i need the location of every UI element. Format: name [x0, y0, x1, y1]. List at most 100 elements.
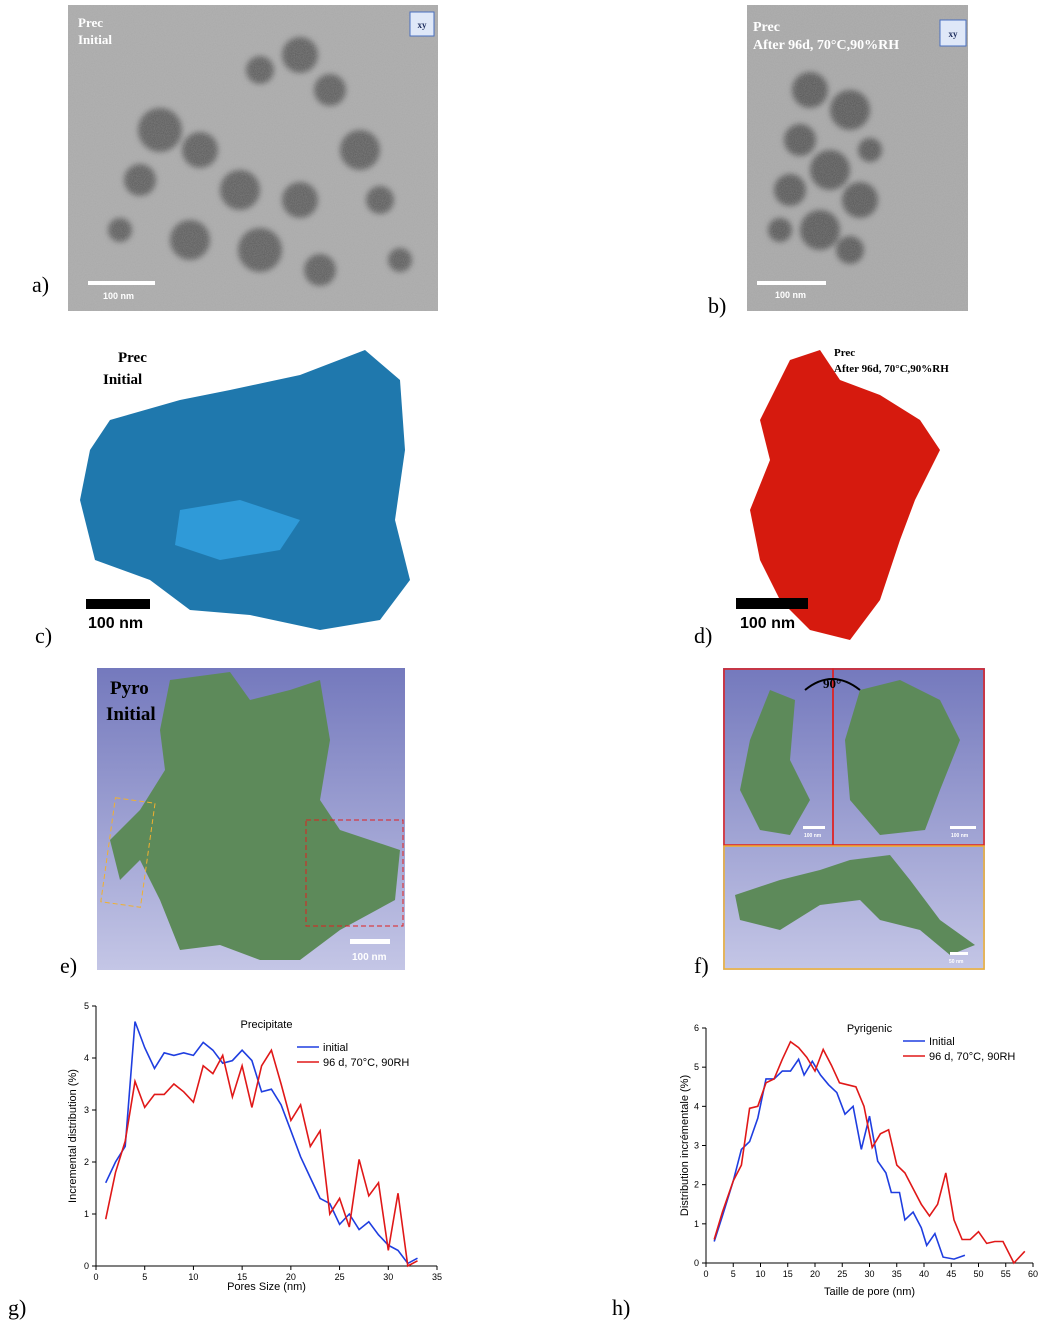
data-line	[104, 1021, 418, 1265]
x-tick-label: 0	[93, 1272, 98, 1282]
x-tick-label: 5	[142, 1272, 147, 1282]
reconstruction-3d	[750, 350, 940, 640]
x-tick-label: 40	[919, 1269, 929, 1279]
rotation-arrow	[804, 678, 861, 691]
x-tick-label: 35	[432, 1272, 442, 1282]
y-axis-label: Distribution incrémentale (%)	[679, 1075, 691, 1216]
scale-bar	[350, 939, 390, 944]
panel-label: e)	[60, 953, 77, 978]
scale-bar	[736, 598, 808, 609]
overlay-text: Pyro	[110, 678, 149, 699]
x-tick-label: 20	[286, 1272, 296, 1282]
reconstruction-3d	[845, 680, 960, 835]
panel-a: xy Prec Initial 100 nm a)	[32, 5, 438, 311]
scale-bar	[757, 281, 826, 285]
panel-label: c)	[35, 623, 52, 648]
scale-bar	[86, 599, 150, 609]
panel-label: f)	[694, 953, 709, 978]
x-tick-label: 30	[383, 1272, 393, 1282]
y-tick-label: 0	[694, 1258, 699, 1268]
x-tick-label: 55	[1001, 1269, 1011, 1279]
scale-label: 100 nm	[103, 291, 134, 301]
panel-label: g)	[8, 1295, 26, 1320]
x-tick-label: 10	[755, 1269, 765, 1279]
overlay-text: Prec	[118, 350, 147, 366]
x-tick-label: 35	[892, 1269, 902, 1279]
view-frame	[832, 668, 985, 846]
y-tick-label: 4	[694, 1101, 699, 1111]
x-tick-label: 50	[973, 1269, 983, 1279]
panel-b: xy Prec After 96d, 70°C,90%RH 100 nm b)	[708, 5, 968, 318]
x-tick-label: 10	[188, 1272, 198, 1282]
x-tick-label: 20	[810, 1269, 820, 1279]
highlight-box	[305, 819, 404, 927]
data-line	[104, 1048, 418, 1268]
scale-label: 50 nm	[949, 959, 964, 965]
reconstruction-3d	[110, 672, 400, 960]
y-tick-label: 1	[694, 1219, 699, 1229]
overlay-text: Initial	[106, 704, 156, 725]
x-tick-label: 25	[335, 1272, 345, 1282]
overlay-text: 90°	[823, 676, 841, 691]
data-line	[713, 1057, 966, 1260]
overlay-text: After 96d, 70°C,90%RH	[753, 38, 899, 53]
scale-label: 100 nm	[88, 615, 143, 632]
scale-label: 100 nm	[775, 290, 806, 300]
overlay-text: After 96d, 70°C,90%RH	[834, 363, 949, 375]
legend-label: Initial	[929, 1036, 955, 1048]
chart-title: Precipitate	[241, 1019, 293, 1031]
xy-icon	[939, 19, 967, 47]
overlay-text: Initial	[78, 32, 112, 47]
y-tick-label: 3	[694, 1141, 699, 1151]
highlight-box	[100, 797, 156, 908]
x-tick-label: 15	[783, 1269, 793, 1279]
y-tick-label: 5	[84, 1001, 89, 1011]
highlight	[175, 500, 300, 560]
scale-label: 100 nm	[951, 833, 969, 839]
reconstruction-3d	[80, 350, 410, 630]
y-tick-label: 3	[84, 1105, 89, 1115]
y-tick-label: 0	[84, 1261, 89, 1271]
y-tick-label: 6	[694, 1023, 699, 1033]
x-tick-label: 30	[864, 1269, 874, 1279]
y-tick-label: 2	[84, 1157, 89, 1167]
legend-label: initial	[323, 1042, 348, 1054]
scale-bar	[88, 281, 155, 285]
scale-bar	[950, 952, 968, 955]
reconstruction-3d	[735, 855, 975, 955]
x-tick-label: 60	[1028, 1269, 1038, 1279]
panel-label: a)	[32, 272, 49, 297]
panel-e: Pyro Initial 100 nm e)	[60, 668, 405, 978]
x-tick-label: 45	[946, 1269, 956, 1279]
y-axis-label: Incremental distribution (%)	[67, 1069, 79, 1203]
x-tick-label: 15	[237, 1272, 247, 1282]
scale-label: 100 nm	[804, 833, 822, 839]
y-tick-label: 2	[694, 1180, 699, 1190]
scale-bar	[803, 826, 825, 829]
icon-label: xy	[949, 29, 959, 39]
noise	[747, 5, 968, 311]
x-tick-label: 0	[703, 1269, 708, 1279]
overlay-text: Prec	[753, 20, 780, 35]
y-tick-label: 5	[694, 1062, 699, 1072]
noise	[68, 5, 438, 311]
view-frame	[723, 845, 985, 970]
scale-label: 100 nm	[740, 615, 795, 632]
icon-label: xy	[418, 20, 428, 30]
chart-title: Pyrigenic	[847, 1023, 893, 1035]
legend-label: 96 d, 70°C, 90RH	[323, 1057, 409, 1069]
overlay-text: Prec	[78, 15, 103, 30]
y-tick-label: 1	[84, 1209, 89, 1219]
x-axis-label: Taille de pore (nm)	[824, 1286, 915, 1298]
reconstruction-3d	[740, 690, 810, 835]
panel-label: h)	[612, 1295, 630, 1320]
x-tick-label: 5	[731, 1269, 736, 1279]
legend-label: 96 d, 70°C, 90RH	[929, 1051, 1015, 1063]
x-tick-label: 25	[837, 1269, 847, 1279]
scale-label: 100 nm	[352, 952, 387, 963]
panel-label: d)	[694, 623, 712, 648]
panel-label: b)	[708, 293, 726, 318]
panel-c: Prec Initial 100 nm c)	[35, 350, 410, 648]
overlay-text: Prec	[834, 347, 855, 359]
